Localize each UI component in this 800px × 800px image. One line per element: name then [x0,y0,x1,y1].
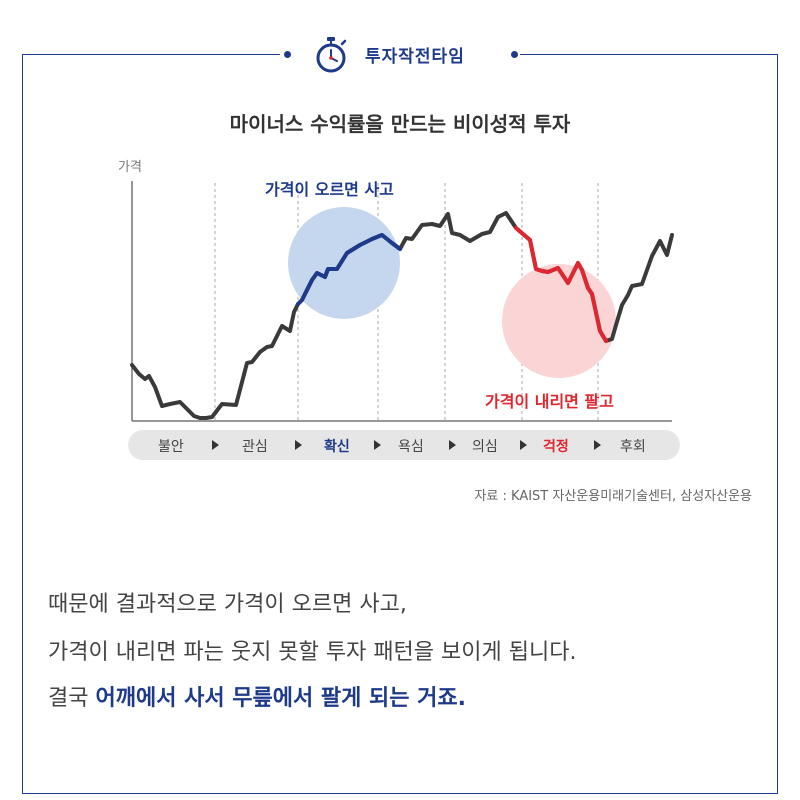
y-axis-label: 가격 [118,160,142,175]
series-line-buy [296,233,402,306]
frame-top-right [520,54,778,55]
stage-label: 관심 [242,439,268,455]
annotation-sell: 가격이 내리면 팔고 [485,392,614,411]
body-line-1: 때문에 결과적으로 가격이 오르면 사고, [48,592,407,617]
body-line-3-highlight: 어깨에서 사서 무릎에서 팔게 되는 거죠. [95,686,466,711]
header: 투자작전타임 [0,30,800,80]
stage-label-highlight-blue: 확신 [324,439,350,455]
frame-top-left [22,54,280,55]
stage-label: 의심 [472,439,498,455]
stage-label: 후회 [620,439,646,455]
arrow-icon [594,440,601,450]
header-title: 투자작전타임 [365,47,465,67]
arrow-icon [449,440,456,450]
annotation-buy: 가격이 오르면 사고 [265,180,394,199]
header-dot-right [511,51,518,58]
source-note: 자료 : KAIST 자산운용미래기술센터, 삼성자산운용 [474,489,752,504]
frame-bottom [22,793,778,794]
stage-label: 불안 [158,439,184,455]
stage-bar: 불안 관심 확신 욕심 의심 걱정 후회 [128,430,680,460]
body-line-3-prefix: 결국 [48,686,96,711]
chart-title: 마이너스 수익률을 만드는 비이성적 투자 [229,112,571,136]
frame-right [777,54,778,794]
stage-label-highlight-red: 걱정 [543,439,569,455]
arrow-icon [520,440,527,450]
body-line-3: 결국 어깨에서 사서 무릎에서 팔게 되는 거죠. [48,686,466,712]
body-line-2: 가격이 내리면 파는 웃지 못할 투자 패턴을 보이게 됩니다. [48,640,577,665]
frame-left [22,54,23,794]
stopwatch-icon [316,37,347,73]
arrow-icon [212,440,219,450]
buy-zone-circle [288,207,400,319]
arrow-icon [295,440,302,450]
sell-zone-circle [502,264,616,378]
stage-label: 욕심 [398,439,424,455]
arrow-icon [374,440,381,450]
series-line-sell [514,226,608,343]
header-dot-left [284,51,291,58]
